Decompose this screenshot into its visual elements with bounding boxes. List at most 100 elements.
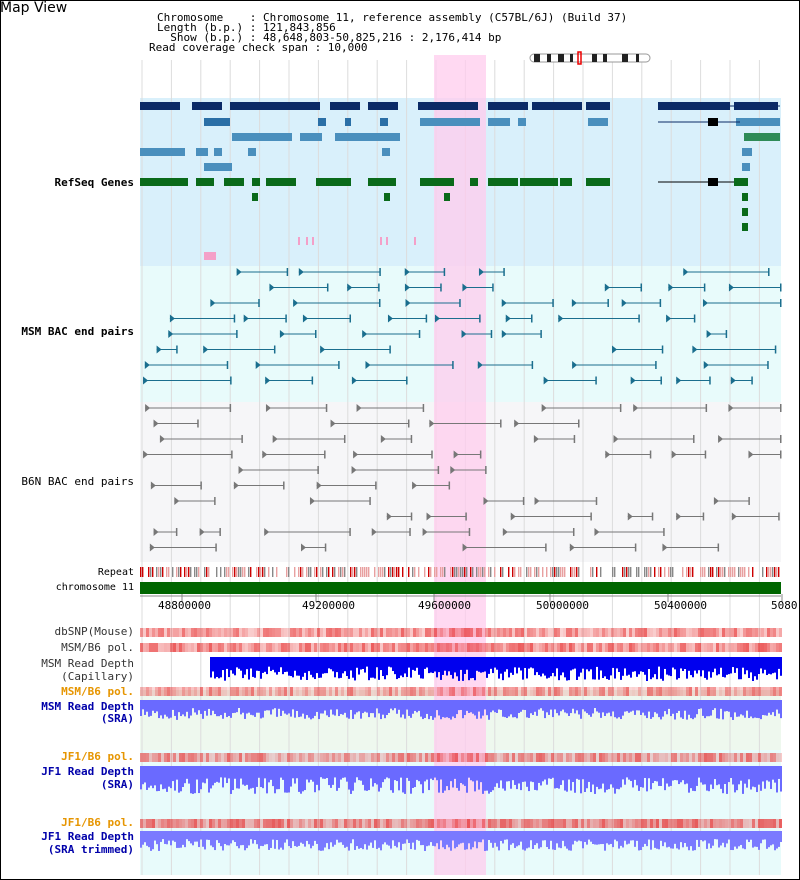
heat-cell xyxy=(377,819,380,828)
heat-cell xyxy=(707,687,710,696)
label-dbsnp[interactable]: dbSNP(Mouse) xyxy=(54,625,134,638)
heat-cell xyxy=(281,753,284,762)
label-msm-read-depth-capillary[interactable]: MSM Read Depth xyxy=(41,657,134,670)
heat-cell xyxy=(497,687,500,696)
depth-bar xyxy=(476,657,478,671)
depth-bar xyxy=(726,831,728,844)
heat-cell xyxy=(578,819,581,828)
depth-bar xyxy=(152,766,154,789)
heat-cell xyxy=(560,628,563,637)
depth-bar xyxy=(358,831,360,849)
depth-bar xyxy=(578,657,580,677)
depth-bar xyxy=(720,766,722,789)
heat-cell xyxy=(173,819,176,828)
heat-cell xyxy=(194,628,197,637)
heat-cell xyxy=(578,643,581,652)
depth-bar xyxy=(620,700,622,720)
depth-bar xyxy=(494,766,496,787)
heat-cell xyxy=(614,753,617,762)
repeat-mark xyxy=(184,567,186,577)
heat-cell xyxy=(182,643,185,652)
heat-cell xyxy=(515,687,518,696)
depth-bar xyxy=(726,700,728,712)
depth-bar xyxy=(206,700,208,716)
heat-cell xyxy=(515,753,518,762)
label-b6n-bac-end-pairs[interactable]: B6N BAC end pairs xyxy=(21,475,134,488)
heat-cell xyxy=(374,687,377,696)
depth-bar xyxy=(750,700,752,717)
depth-bar xyxy=(190,831,192,844)
label-msm-b6-pol-2[interactable]: MSM/B6 pol. xyxy=(61,685,134,698)
depth-bar xyxy=(358,766,360,781)
heat-cell xyxy=(704,628,707,637)
heat-cell xyxy=(287,687,290,696)
label-refseq-genes[interactable]: RefSeq Genes xyxy=(54,176,134,189)
depth-bar xyxy=(746,657,748,671)
depth-bar xyxy=(520,700,522,712)
label-jf1-read-depth-sra[interactable]: JF1 Read Depth xyxy=(41,765,134,778)
show-range-info: Show (b.p.) : 48,648,803-50,825,216 : 2,… xyxy=(157,31,502,44)
depth-bar xyxy=(628,657,630,675)
label-msm-read-depth-sra[interactable]: MSM Read Depth xyxy=(41,700,134,713)
chromosome-ideogram[interactable] xyxy=(529,51,651,65)
depth-bar xyxy=(146,766,148,790)
heat-cell xyxy=(743,753,746,762)
depth-bar xyxy=(480,831,482,843)
gene-feature xyxy=(380,237,382,245)
label-msm-b6-pol-1[interactable]: MSM/B6 pol. xyxy=(61,641,134,654)
depth-bar xyxy=(446,766,448,787)
heat-cell xyxy=(620,628,623,637)
depth-bar xyxy=(184,831,186,848)
label-jf1-b6-pol-1[interactable]: JF1/B6 pol. xyxy=(61,750,134,763)
depth-bar xyxy=(436,700,438,711)
heat-cell xyxy=(191,643,194,652)
depth-bar xyxy=(158,700,160,719)
depth-bar xyxy=(404,700,406,719)
depth-bar xyxy=(448,831,450,848)
bac-end-marker xyxy=(241,435,243,443)
heat-cell xyxy=(176,628,179,637)
heat-cell xyxy=(461,819,464,828)
depth-bar xyxy=(514,831,516,848)
depth-bar xyxy=(300,831,302,843)
heat-cell xyxy=(542,687,545,696)
depth-bar xyxy=(314,700,316,716)
repeat-mark xyxy=(776,567,778,577)
depth-bar xyxy=(408,700,410,716)
heat-cell xyxy=(764,628,767,637)
heat-cell xyxy=(302,753,305,762)
heat-cell xyxy=(626,687,629,696)
depth-bar xyxy=(760,766,762,791)
label-msm-bac-end-pairs[interactable]: MSM BAC end pairs xyxy=(21,325,134,338)
heat-cell xyxy=(551,687,554,696)
heat-cell xyxy=(650,687,653,696)
depth-bar xyxy=(330,700,332,710)
label-jf1-b6-pol-2[interactable]: JF1/B6 pol. xyxy=(61,816,134,829)
depth-bar xyxy=(714,700,716,709)
repeat-mark xyxy=(570,567,572,577)
depth-bar xyxy=(240,657,242,671)
depth-bar xyxy=(706,766,708,791)
depth-bar xyxy=(722,657,724,677)
heat-cell xyxy=(635,753,638,762)
heat-cell xyxy=(437,819,440,828)
depth-bar xyxy=(422,700,424,720)
depth-bar xyxy=(154,831,156,841)
heat-cell xyxy=(680,628,683,637)
bac-end-marker xyxy=(676,376,682,385)
axis-tick-label: 49600000 xyxy=(418,599,471,612)
depth-bar xyxy=(294,831,296,847)
depth-bar xyxy=(502,700,504,717)
heat-cell xyxy=(218,753,221,762)
repeat-mark xyxy=(338,567,340,577)
heat-cell xyxy=(320,819,323,828)
label-jf1-read-depth-trimmed[interactable]: JF1 Read Depth xyxy=(41,830,134,843)
depth-bar xyxy=(268,766,270,783)
heat-cell xyxy=(314,687,317,696)
heat-cell xyxy=(299,819,302,828)
gene-feature xyxy=(368,102,398,110)
heat-cell xyxy=(179,753,182,762)
depth-bar xyxy=(404,831,406,844)
depth-bar xyxy=(648,700,650,712)
